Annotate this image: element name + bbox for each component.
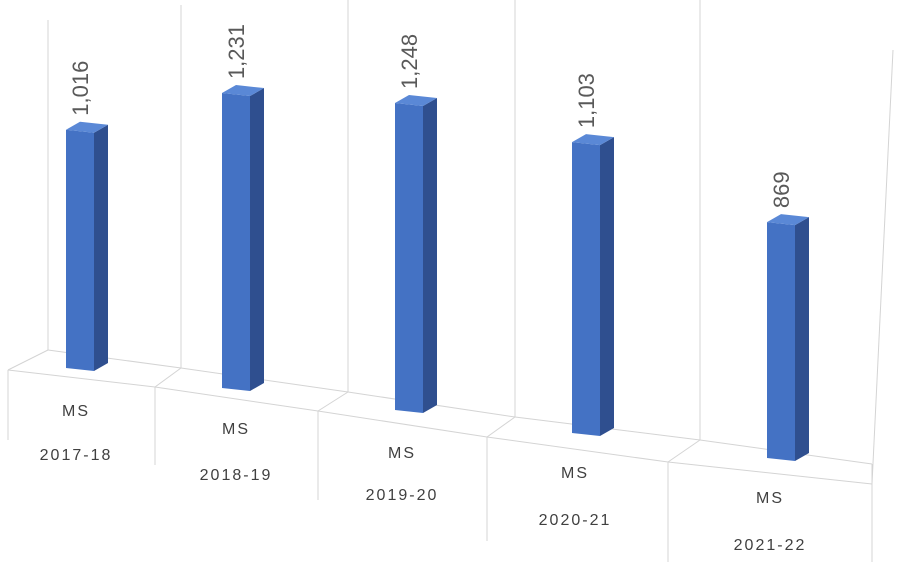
bar-top [572, 134, 614, 146]
category-label-line1: MS [388, 445, 416, 462]
floor-line [317, 391, 349, 412]
data-label: 1,248 [397, 34, 422, 89]
floor-line [154, 367, 182, 388]
bar-front [767, 222, 795, 461]
data-label: 1,016 [68, 61, 93, 116]
grid [7, 0, 894, 562]
data-labels: 1,016 1,231 1,248 1,103 869 [68, 24, 794, 208]
floor-line [667, 439, 701, 463]
category-label-line2: 2020-21 [539, 512, 612, 529]
category-label-line2: 2021-22 [734, 537, 807, 554]
data-label: 869 [769, 171, 794, 208]
data-label: 1,231 [224, 24, 249, 79]
bar-top [222, 85, 264, 97]
category-label-line2: 2018-19 [200, 467, 273, 484]
category-label-line1: MS [561, 465, 589, 482]
wall-line [871, 49, 894, 485]
floor-back-edge [47, 349, 873, 465]
category-label-line2: 2017-18 [40, 447, 113, 464]
bar-top [767, 214, 809, 226]
bar-side [94, 124, 108, 371]
floor-front-edge [7, 369, 873, 485]
bar-side [423, 97, 437, 413]
data-label: 1,103 [574, 73, 599, 128]
bar-side [600, 137, 614, 436]
category-label-line1: MS [222, 421, 250, 438]
bar-top [395, 94, 437, 106]
category-label-line1: MS [756, 490, 784, 507]
bar-front [66, 129, 94, 371]
bar-side [250, 88, 264, 391]
category-label-line1: MS [62, 403, 90, 420]
bars [66, 85, 809, 461]
bar-front [222, 93, 250, 391]
category-labels: MS 2017-18 MS 2018-19 MS 2019-20 MS 2020-21 MS 20… [40, 403, 807, 554]
bar-front [395, 102, 423, 413]
bar-front [572, 142, 600, 436]
category-label-line2: 2019-20 [366, 487, 439, 504]
floor-line [7, 349, 49, 371]
floor-line [486, 416, 516, 438]
bar-top [66, 121, 108, 133]
bar-side [795, 217, 809, 461]
